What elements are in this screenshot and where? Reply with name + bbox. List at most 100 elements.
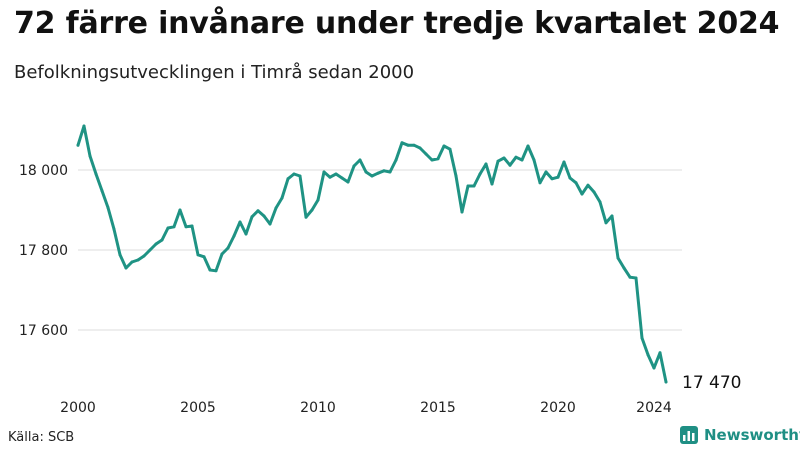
data-point bbox=[430, 158, 434, 162]
data-point bbox=[400, 141, 404, 145]
data-point bbox=[142, 254, 146, 258]
data-point bbox=[436, 157, 440, 161]
data-point bbox=[466, 184, 470, 188]
data-point bbox=[328, 175, 332, 179]
data-point bbox=[268, 222, 272, 226]
data-point bbox=[280, 196, 284, 200]
data-point bbox=[316, 198, 320, 202]
data-point bbox=[358, 158, 362, 162]
data-point bbox=[442, 144, 446, 148]
data-point bbox=[160, 238, 164, 242]
data-point bbox=[574, 181, 578, 185]
data-point bbox=[256, 209, 260, 213]
data-point bbox=[484, 162, 488, 166]
data-point bbox=[82, 124, 86, 128]
data-point bbox=[130, 260, 134, 264]
data-point bbox=[382, 169, 386, 173]
data-point bbox=[412, 143, 416, 147]
data-point bbox=[490, 182, 494, 186]
data-point bbox=[508, 163, 512, 167]
data-point bbox=[658, 351, 662, 355]
data-point bbox=[304, 215, 308, 219]
data-point bbox=[406, 143, 410, 147]
gridlines bbox=[78, 169, 682, 331]
data-point bbox=[166, 226, 170, 230]
data-point bbox=[226, 246, 230, 250]
data-point bbox=[94, 172, 98, 176]
data-point bbox=[514, 155, 518, 159]
data-point bbox=[334, 172, 338, 176]
data-point bbox=[298, 174, 302, 178]
data-point bbox=[568, 176, 572, 180]
x-tick-label: 2015 bbox=[420, 400, 456, 416]
data-point bbox=[664, 380, 668, 384]
data-point bbox=[100, 189, 104, 193]
source-note: Källa: SCB bbox=[8, 430, 75, 445]
data-point bbox=[592, 190, 596, 194]
data-point bbox=[202, 255, 206, 259]
data-point bbox=[562, 160, 566, 164]
x-tick-label: 2000 bbox=[60, 400, 96, 416]
data-point bbox=[646, 353, 650, 357]
data-point bbox=[502, 156, 506, 160]
y-tick-label: 17 600 bbox=[19, 323, 68, 339]
data-point bbox=[550, 177, 554, 181]
data-point bbox=[598, 200, 602, 204]
data-point bbox=[460, 210, 464, 214]
data-point bbox=[538, 181, 542, 185]
y-tick-label: 17 800 bbox=[19, 243, 68, 259]
data-point bbox=[220, 252, 224, 256]
x-tick-label: 2024 bbox=[636, 400, 672, 416]
data-point bbox=[340, 176, 344, 180]
data-point bbox=[286, 177, 290, 181]
x-tick-label: 2020 bbox=[540, 400, 576, 416]
data-point bbox=[244, 232, 248, 236]
data-point bbox=[532, 158, 536, 162]
data-point bbox=[586, 183, 590, 187]
newsworthy-logo-icon bbox=[680, 426, 698, 444]
data-point bbox=[352, 164, 356, 168]
data-point bbox=[154, 242, 158, 246]
data-point bbox=[184, 225, 188, 229]
data-point bbox=[148, 248, 152, 252]
data-point bbox=[526, 144, 530, 148]
end-value-label: 17 470 bbox=[682, 373, 741, 393]
data-point bbox=[580, 192, 584, 196]
data-point bbox=[76, 143, 80, 147]
chart-title: 72 färre invånare under tredje kvartalet… bbox=[14, 6, 780, 41]
x-tick-label: 2005 bbox=[180, 400, 216, 416]
data-point bbox=[214, 269, 218, 273]
data-point bbox=[604, 221, 608, 225]
data-point bbox=[118, 253, 122, 257]
data-point bbox=[172, 225, 176, 229]
x-tick-label: 2010 bbox=[300, 400, 336, 416]
data-point bbox=[274, 206, 278, 210]
data-point bbox=[496, 159, 500, 163]
data-point bbox=[394, 158, 398, 162]
data-point bbox=[112, 227, 116, 231]
x-axis-ticks: 2000 2005 2010 2015 2020 2024 bbox=[60, 400, 672, 416]
data-point bbox=[370, 174, 374, 178]
data-point bbox=[136, 258, 140, 262]
data-point bbox=[478, 172, 482, 176]
data-point bbox=[250, 215, 254, 219]
data-point bbox=[310, 208, 314, 212]
data-point bbox=[106, 206, 110, 210]
data-point bbox=[196, 253, 200, 257]
data-point bbox=[292, 172, 296, 176]
data-point bbox=[418, 146, 422, 150]
data-point bbox=[520, 158, 524, 162]
data-point bbox=[124, 266, 128, 270]
data-point bbox=[178, 208, 182, 212]
data-point bbox=[88, 154, 92, 158]
data-point bbox=[628, 275, 632, 279]
y-axis-ticks: 17 600 17 800 18 000 bbox=[19, 163, 68, 339]
data-point bbox=[238, 220, 242, 224]
data-point bbox=[610, 214, 614, 218]
data-point bbox=[472, 184, 476, 188]
series-line bbox=[76, 124, 668, 384]
data-point bbox=[190, 224, 194, 228]
data-point bbox=[232, 234, 236, 238]
data-point bbox=[652, 366, 656, 370]
